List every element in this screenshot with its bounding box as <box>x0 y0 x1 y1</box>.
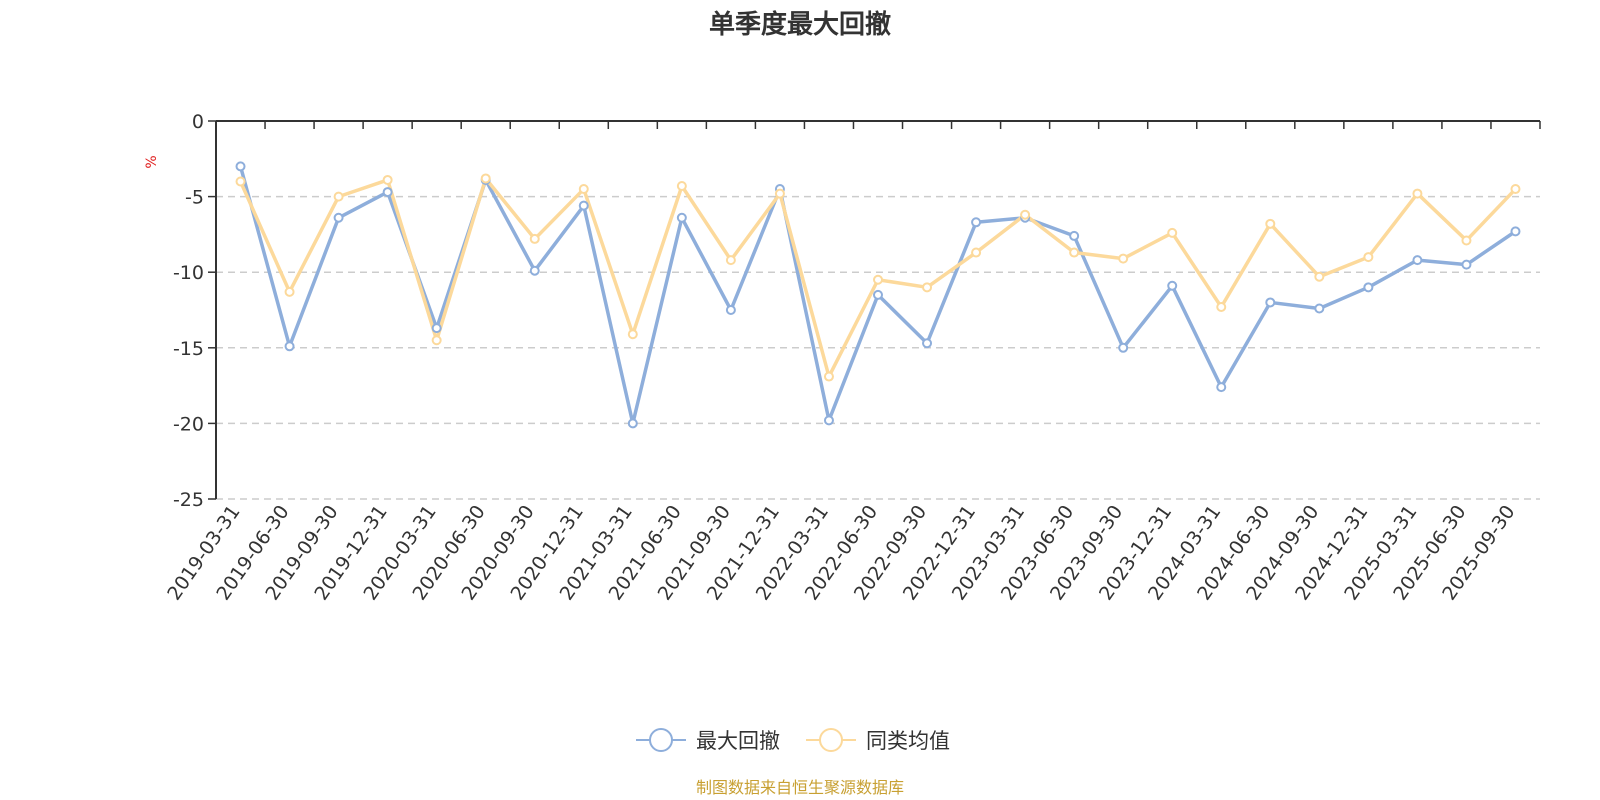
data-point-0[interactable] <box>431 323 442 334</box>
legend-marker-icon <box>819 728 843 752</box>
legend-item-1[interactable]: 同类均值 <box>806 728 950 753</box>
y-tick-label: -10 <box>173 262 204 284</box>
data-point-0[interactable] <box>578 200 589 211</box>
data-point-0[interactable] <box>1069 230 1080 241</box>
data-point-1[interactable] <box>431 335 442 346</box>
data-point-1[interactable] <box>971 247 982 258</box>
data-point-1[interactable] <box>1510 184 1521 195</box>
data-point-1[interactable] <box>1167 227 1178 238</box>
y-tick-label: -15 <box>173 338 204 360</box>
data-point-0[interactable] <box>529 265 540 276</box>
y-tick-label: -25 <box>173 489 204 511</box>
legend[interactable]: 最大回撤 同类均值 <box>636 728 950 753</box>
data-point-1[interactable] <box>1020 209 1031 220</box>
data-point-0[interactable] <box>1461 259 1472 270</box>
data-point-1[interactable] <box>873 274 883 285</box>
data-point-0[interactable] <box>676 212 687 223</box>
data-point-0[interactable] <box>725 305 736 315</box>
data-point-0[interactable] <box>1314 303 1325 314</box>
data-point-1[interactable] <box>823 371 834 382</box>
data-point-0[interactable] <box>1510 226 1521 237</box>
data-point-0[interactable] <box>922 338 933 349</box>
data-point-0[interactable] <box>1363 282 1374 293</box>
data-point-1[interactable] <box>1314 271 1325 282</box>
data-point-1[interactable] <box>1118 253 1129 264</box>
legend-label: 同类均值 <box>866 729 950 753</box>
data-point-1[interactable] <box>1216 301 1227 312</box>
data-point-0[interactable] <box>873 289 883 300</box>
y-axis-unit: % <box>144 155 160 168</box>
data-point-1[interactable] <box>725 255 736 266</box>
grid-lines <box>216 195 1540 500</box>
data-point-0[interactable] <box>1265 297 1276 308</box>
legend-item-0[interactable]: 最大回撤 <box>636 728 780 753</box>
legend-marker-icon <box>649 728 673 752</box>
data-point-0[interactable] <box>1412 255 1423 266</box>
data-point-1[interactable] <box>627 329 638 340</box>
data-point-1[interactable] <box>1069 247 1080 258</box>
y-tick-label: -20 <box>173 413 204 435</box>
data-point-0[interactable] <box>1118 342 1129 353</box>
data-point-1[interactable] <box>333 191 344 202</box>
data-point-1[interactable] <box>1363 252 1374 263</box>
data-point-0[interactable] <box>235 161 246 172</box>
legend-label: 最大回撤 <box>696 729 780 753</box>
y-tick-label: 0 <box>192 111 204 133</box>
data-point-1[interactable] <box>922 282 933 293</box>
data-point-0[interactable] <box>284 341 295 352</box>
data-point-0[interactable] <box>333 212 344 223</box>
data-point-1[interactable] <box>1412 188 1423 199</box>
data-point-0[interactable] <box>1167 280 1178 291</box>
data-point-1[interactable] <box>1265 218 1276 229</box>
data-point-1[interactable] <box>676 181 687 192</box>
data-point-0[interactable] <box>627 418 638 429</box>
data-point-1[interactable] <box>774 188 785 199</box>
data-point-0[interactable] <box>823 415 834 426</box>
series-layer <box>235 161 1521 429</box>
source-note: 制图数据来自恒生聚源数据库 <box>696 778 904 797</box>
y-tick-label: -5 <box>185 187 204 209</box>
data-point-1[interactable] <box>382 174 393 185</box>
data-point-1[interactable] <box>235 176 246 187</box>
data-point-1[interactable] <box>480 173 491 184</box>
data-point-0[interactable] <box>971 217 982 228</box>
chart-title: 单季度最大回撤 <box>709 9 891 40</box>
data-point-0[interactable] <box>382 187 393 198</box>
data-point-1[interactable] <box>529 233 540 244</box>
data-point-0[interactable] <box>1216 382 1227 393</box>
data-point-1[interactable] <box>1461 235 1472 246</box>
data-point-1[interactable] <box>284 286 295 297</box>
data-point-1[interactable] <box>578 184 589 195</box>
